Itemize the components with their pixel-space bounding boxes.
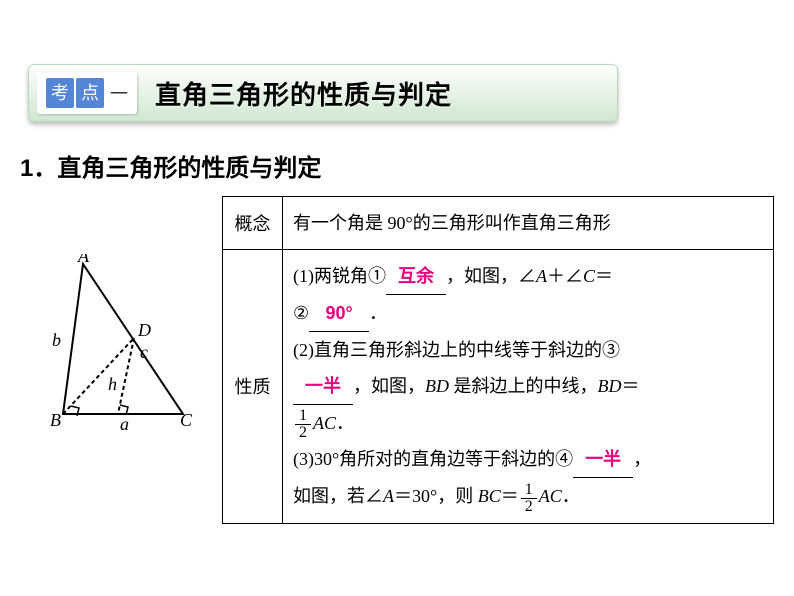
ans-2: 90° [326,303,353,323]
p2-e: ． [336,413,354,433]
cell-property-body: (1)两锐角①互余，如图，∠A＋∠C＝ ②90°． (2)直角三角形斜边上的中线… [283,250,774,524]
p1-plus: ＋∠ [547,266,583,286]
badge-char-dian: 点 [76,78,104,108]
p1-a: (1)两锐角① [293,266,386,286]
ans-3: 一半 [305,376,341,396]
frac-half-2: 12 [521,482,537,515]
var-A2: A [383,486,394,506]
var-C: C [583,266,595,286]
label-C: C [180,410,193,430]
cell-concept-label: 概念 [223,197,283,250]
blank-4: 一半 [573,441,633,478]
var-A: A [536,266,547,286]
p1-d: ． [369,303,387,323]
table-row-concept: 概念 有一个角是 90°的三角形叫作直角三角形 [223,197,774,250]
p3-a: (3)30°角所对的直角边等于斜边的④ [293,449,573,469]
p3-d: ＝30°，则 [394,486,478,506]
var-AC2: AC [539,486,562,506]
header-bar: 考 点 一 直角三角形的性质与判定 [28,64,618,122]
p2-d: ＝ [622,376,640,396]
label-a: a [120,414,129,432]
header-title: 直角三角形的性质与判定 [155,75,452,112]
p2-c: 是斜边上的中线， [449,376,598,396]
p1-eq: ＝ [595,266,613,286]
ans-1: 互余 [398,266,434,286]
var-BC: BC [478,486,501,506]
badge-char-kao: 考 [46,78,74,108]
p3-e: ． [562,486,580,506]
var-AC1: AC [313,413,336,433]
var-BD1: BD [425,376,449,396]
p1-c: ② [293,303,309,323]
p3-c: 如图，若∠ [293,486,383,506]
label-h: h [108,374,117,394]
var-BD2: BD [598,376,622,396]
p2-a: (2)直角三角形斜边上的中线等于斜边的③ [293,340,620,360]
label-A: A [77,254,90,266]
cell-property-label: 性质 [223,250,283,524]
label-c: c [140,342,148,362]
triangle-diagram: A B C D b a c h [48,254,198,432]
blank-2: 90° [309,295,369,332]
cell-concept-text: 有一个角是 90°的三角形叫作直角三角形 [283,197,774,250]
table-row-property: 性质 (1)两锐角①互余，如图，∠A＋∠C＝ ②90°． (2)直角三角形斜边上… [223,250,774,524]
topic-badge: 考 点 一 [37,72,137,114]
section-title: 1．直角三角形的性质与判定 [20,148,321,183]
p1-b: ，如图，∠ [446,266,536,286]
frac-half-1: 12 [295,408,311,441]
p3-eq2: ＝ [501,486,519,506]
badge-number: 一 [110,80,128,106]
blank-3: 一半 [293,368,353,405]
blank-1: 互余 [386,258,446,295]
label-b: b [52,330,61,350]
label-B: B [50,410,61,430]
p2-b: ，如图， [353,376,425,396]
ans-4: 一半 [585,449,621,469]
label-D: D [137,320,151,340]
content-table: 概念 有一个角是 90°的三角形叫作直角三角形 性质 (1)两锐角①互余，如图，… [222,196,774,524]
p3-b: ， [633,449,651,469]
